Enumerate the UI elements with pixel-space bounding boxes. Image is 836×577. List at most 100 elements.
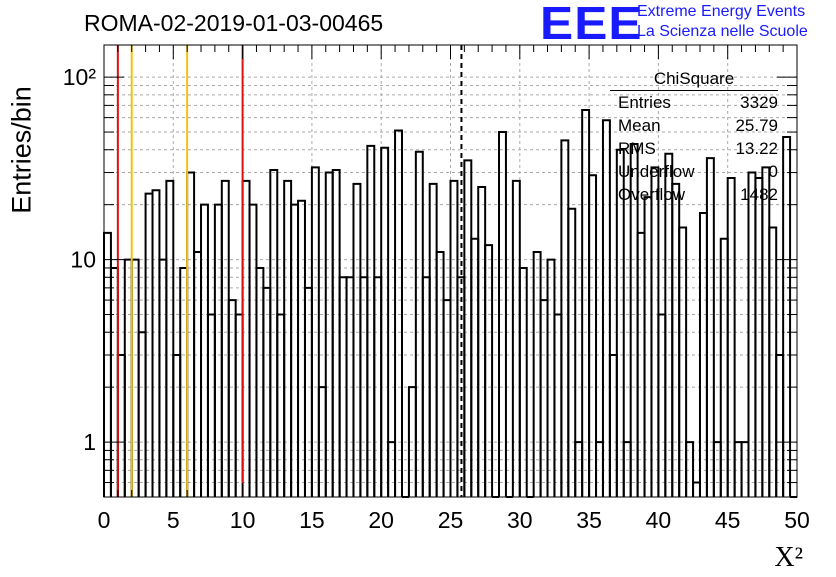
histogram-bin: [262, 286, 272, 497]
histogram-bin: [234, 313, 244, 497]
histogram-bin: [276, 313, 286, 497]
axis-ticks: [103, 45, 798, 498]
histogram-bin: [553, 313, 563, 497]
histogram-bin: [144, 192, 154, 497]
stats-rows: Entries 3329 Mean 25.79 RMS 13.22 Underflow 0 Ov…: [610, 91, 778, 206]
histogram-bin: [581, 109, 591, 497]
histogram-bin: [678, 226, 688, 497]
histogram-bin: [227, 299, 237, 497]
histogram-bin: [290, 203, 300, 497]
histogram-bin: [248, 203, 258, 497]
histogram-bin: [179, 266, 189, 497]
histogram-bin: [539, 299, 549, 497]
logo-subtitle: Extreme Energy Events La Scienza nelle S…: [637, 2, 808, 42]
x-tick-label: 45: [715, 507, 741, 533]
histogram-bin: [657, 313, 667, 497]
stats-row-label: Overflow: [618, 185, 686, 204]
histogram-bin: [747, 171, 757, 497]
histogram-bin: [172, 354, 182, 497]
histogram-bin: [366, 144, 376, 497]
histogram-bin: [116, 354, 126, 497]
histogram-bin: [643, 196, 653, 497]
y-axis-label-box: Entries/bin: [2, 86, 42, 214]
histogram-bin: [324, 171, 334, 497]
histogram-bin: [269, 168, 279, 497]
y-tick-label: 10: [70, 247, 96, 273]
stats-row: Overflow 1482: [610, 183, 778, 206]
histogram-bin: [310, 166, 320, 497]
stats-row-label: Entries: [618, 93, 671, 112]
stats-row-value: 1482: [740, 185, 778, 204]
x-tick-label: 15: [299, 507, 325, 533]
logo-line-1: Extreme Energy Events: [637, 3, 806, 20]
tick-labels: 0 5 10 15 20 25 30 35 40 45 50 1 10 10² X²: [63, 64, 810, 573]
histogram-bin: [726, 177, 736, 497]
stats-row: Entries 3329: [610, 91, 778, 114]
chart-title: ROMA-02-2019-01-03-00465: [84, 10, 384, 36]
histogram-bin: [532, 251, 542, 497]
histogram-bin: [255, 266, 265, 497]
histogram-bin: [692, 481, 701, 497]
stats-title: ChiSquare: [610, 68, 778, 91]
histogram-bin: [546, 258, 556, 497]
histogram-bin: [449, 179, 459, 497]
histogram-bars: [103, 109, 797, 498]
histogram-bin: [484, 244, 494, 497]
histogram-bin: [151, 189, 161, 497]
histogram-bin: [442, 299, 452, 497]
x-tick-label: 30: [507, 507, 533, 533]
stats-row-label: RMS: [618, 139, 656, 158]
histogram-bin: [498, 131, 507, 497]
histogram-bin: [601, 119, 611, 497]
histogram-bin: [130, 258, 140, 497]
histogram-bin: [241, 179, 251, 497]
eee-logo: EEE: [540, 0, 642, 46]
stats-row-value: 0: [768, 162, 778, 181]
x-tick-label: 50: [784, 507, 810, 533]
histogram-bin: [615, 148, 625, 497]
histogram-bin: [206, 313, 216, 497]
stats-row: Mean 25.79: [610, 114, 778, 137]
histogram-bin: [137, 331, 147, 497]
histogram-bin: [213, 203, 223, 497]
stats-row-value: 13.22: [735, 139, 778, 158]
stats-row-label: Underflow: [618, 162, 695, 181]
x-tick-label: 0: [98, 507, 111, 533]
histogram-bin: [220, 179, 230, 497]
stats-row: Underflow 0: [610, 160, 778, 183]
x-tick-label: 40: [646, 507, 672, 533]
logo-line-2: La Scienza nelle Scuole: [637, 23, 808, 40]
x-tick-label: 20: [368, 507, 394, 533]
x-tick-label: 10: [230, 507, 256, 533]
histogram-bin: [588, 174, 598, 497]
y-tick-label: 1: [83, 429, 96, 455]
stats-box: ChiSquare Entries 3329 Mean 25.79 RMS 13.22 Un…: [610, 68, 778, 206]
histogram-bin: [775, 354, 785, 497]
histogram-bin: [435, 251, 445, 497]
histogram-bin: [518, 266, 528, 497]
histogram-bin: [511, 179, 521, 497]
stats-row-value: 25.79: [735, 116, 778, 135]
stats-row-label: Mean: [618, 116, 661, 135]
eee-logo-mark: EEE: [540, 0, 643, 49]
histogram-bin: [303, 286, 313, 497]
histogram-bin: [394, 129, 403, 497]
histogram-bin: [297, 199, 306, 497]
x-tick-label: 5: [167, 507, 180, 533]
x-tick-label: 25: [438, 507, 464, 533]
stats-row: RMS 13.22: [610, 137, 778, 160]
histogram-bin: [705, 157, 715, 497]
marker-lines: [116, 45, 463, 497]
histogram-bin: [380, 146, 390, 497]
histogram-bin: [754, 177, 764, 497]
histogram-bin: [158, 258, 168, 497]
histogram-bin: [636, 231, 646, 497]
histogram-bin: [608, 354, 618, 497]
histogram-bin: [103, 231, 112, 497]
histogram-bin: [200, 203, 209, 497]
histogram-bin: [186, 171, 196, 497]
histogram-bin: [567, 207, 577, 497]
histogram-bin: [782, 135, 792, 497]
